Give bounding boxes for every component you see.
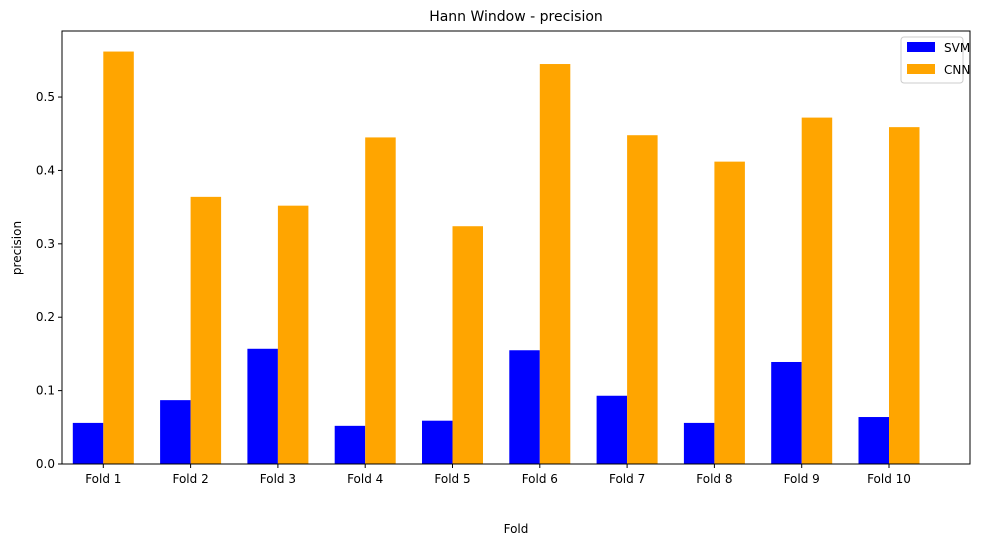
y-axis-title: precision [10, 221, 24, 275]
bar-svm-4 [334, 425, 366, 464]
bar-cnn-8 [714, 161, 745, 464]
legend-label-svm: SVM [944, 41, 970, 55]
x-tick-label: Fold 6 [522, 472, 558, 486]
bar-cnn-1 [103, 51, 134, 465]
bar-svm-5 [422, 420, 453, 464]
bar-svm-1 [72, 422, 104, 464]
bar-cnn-5 [452, 226, 483, 464]
x-axis-title: Fold [504, 522, 529, 536]
legend-label-cnn: CNN [944, 63, 970, 77]
x-tick-label: Fold 8 [696, 472, 732, 486]
bar-cnn-7 [627, 135, 658, 464]
x-tick-label: Fold 3 [260, 472, 296, 486]
x-tick-label: Fold 10 [867, 472, 911, 486]
x-tick-label: Fold 7 [609, 472, 645, 486]
legend-swatch-svm [907, 42, 935, 52]
y-axis: 0.0 0.1 0.2 0.3 0.4 0.5 [36, 90, 62, 471]
x-tick-label: Fold 2 [172, 472, 208, 486]
bar-cnn-10 [889, 127, 920, 464]
y-tick-label: 0.5 [36, 90, 55, 104]
legend: SVM CNN [900, 36, 970, 84]
y-tick-label: 0.2 [36, 310, 55, 324]
y-tick-label: 0.1 [36, 384, 55, 398]
bar-svm-2 [160, 400, 191, 464]
bar-cnn-6 [539, 64, 571, 464]
bar-svm-8 [683, 422, 715, 464]
y-tick-label: 0.3 [36, 237, 55, 251]
bar-cnn-3 [277, 205, 309, 465]
bar-svm-7 [596, 395, 628, 464]
bar-svm-10 [858, 417, 889, 464]
x-tick-label: Fold 1 [85, 472, 121, 486]
x-axis: Fold 1 Fold 2 Fold 3 Fold 4 Fold 5 Fold 6 Fold… [85, 464, 911, 486]
y-tick-label: 0.0 [36, 457, 55, 471]
chart-title: Hann Window - precision [429, 9, 603, 25]
bar-svm-9 [771, 361, 802, 464]
bar-svm-6 [509, 350, 540, 464]
plot-frame [61, 30, 971, 465]
bar-cnn-2 [190, 196, 222, 465]
x-tick-label: Fold 5 [434, 472, 470, 486]
x-tick-label: Fold 4 [347, 472, 383, 486]
x-tick-label: Fold 9 [784, 472, 820, 486]
bar-cnn-4 [365, 137, 396, 465]
bar-cnn-9 [801, 117, 833, 464]
bar-svm-3 [247, 348, 278, 464]
y-tick-label: 0.4 [36, 163, 55, 177]
legend-swatch-cnn [907, 64, 935, 74]
plot-area [72, 51, 920, 465]
